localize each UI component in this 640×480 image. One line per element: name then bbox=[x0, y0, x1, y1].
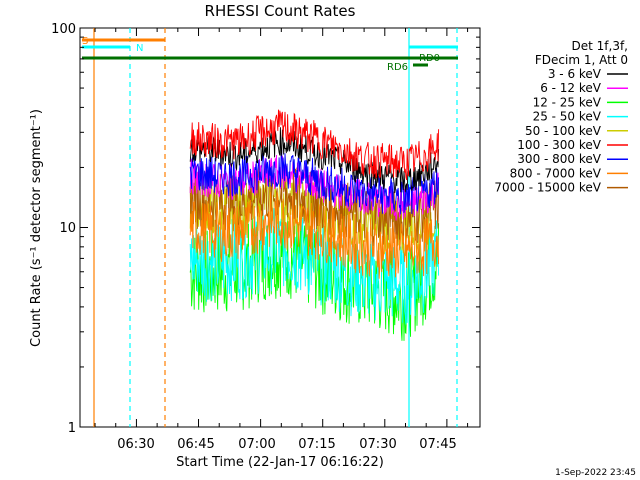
y-tick-label-100: 100 bbox=[51, 22, 76, 37]
series-line-6 bbox=[189, 149, 440, 215]
x-tick-label-0700: 07:00 bbox=[238, 437, 275, 452]
legend-entry-label-1: 6 - 12 keV bbox=[540, 81, 602, 95]
legend-entry-label-8: 7000 - 15000 keV bbox=[494, 181, 601, 195]
legend-entry-label-4: 50 - 100 keV bbox=[525, 124, 602, 138]
legend-entry-label-3: 25 - 50 keV bbox=[533, 110, 602, 124]
series-line-3 bbox=[189, 207, 440, 325]
legend-entry-label-5: 100 - 300 keV bbox=[517, 138, 601, 152]
series-line-0 bbox=[189, 127, 440, 194]
x-tick-label-0630: 06:30 bbox=[117, 437, 154, 452]
legend-entry-label-7: 800 - 7000 keV bbox=[510, 166, 602, 180]
x-tick-label-0645: 06:45 bbox=[177, 437, 214, 452]
x-tick-label-0730: 07:30 bbox=[359, 437, 396, 452]
chart-title: RHESSI Count Rates bbox=[205, 2, 356, 20]
rd6-flag-label: RD6 bbox=[387, 62, 408, 73]
y-tick-label-10: 10 bbox=[59, 221, 76, 236]
legend-entry-label-2: 12 - 25 keV bbox=[533, 95, 602, 109]
x-axis-label: Start Time (22-Jan-17 06:16:22) bbox=[176, 455, 384, 470]
series-line-7 bbox=[189, 192, 440, 279]
legend-header-line-2: FDecim 1, Att 0 bbox=[535, 53, 628, 67]
x-tick-label-0745: 07:45 bbox=[419, 437, 456, 452]
series-group bbox=[189, 109, 440, 341]
time-markers bbox=[82, 28, 458, 427]
night-flag-label: N bbox=[136, 43, 143, 54]
legend-entry-label-6: 300 - 800 keV bbox=[517, 152, 601, 166]
legend-header-line-1: Det 1f,3f, bbox=[572, 39, 629, 53]
series-line-5 bbox=[189, 109, 440, 181]
legend-entry-label-0: 3 - 6 keV bbox=[548, 67, 602, 81]
axis-ticks bbox=[80, 27, 480, 428]
x-tick-label-0715: 07:15 bbox=[298, 437, 335, 452]
rd0-flag-label: RD0 bbox=[419, 53, 440, 64]
y-tick-label-1: 1 bbox=[68, 421, 76, 436]
y-axis-label: Count Rate (s⁻¹ detector segment⁻¹) bbox=[29, 109, 44, 347]
saa-flag-label: S bbox=[82, 36, 88, 47]
generation-timestamp: 1-Sep-2022 23:45 bbox=[555, 468, 636, 478]
